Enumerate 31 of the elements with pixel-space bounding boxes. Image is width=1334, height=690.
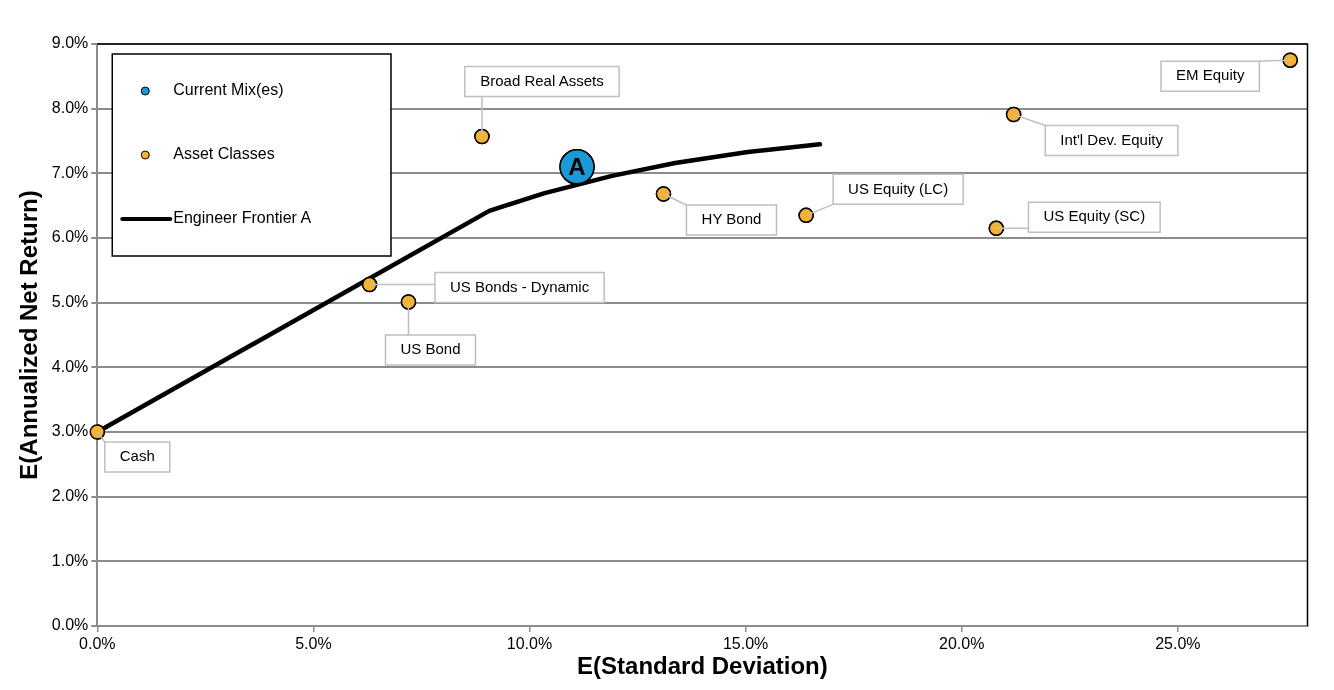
annotation: Cash [119,447,155,465]
x-tick-label: 20.0% [939,635,985,653]
y-tick-label: 2.0% [51,487,89,505]
annotation: US Equity (LC) [848,179,949,197]
y-tick-label: 8.0% [51,99,89,117]
annotation: US Bond [400,340,461,358]
y-axis-title: E(Annualized Net Return) [15,190,43,480]
y-tick-label: 6.0% [51,228,89,246]
x-tick-label: 10.0% [506,635,553,653]
y-tick-label: 5.0% [51,293,89,311]
legend-label: Current Mix(es) [173,81,284,99]
annotation: HY Bond [701,210,762,228]
annotation: US Bonds - Dynamic [449,277,590,295]
legend-label: Asset Classes [173,145,275,163]
legend-label: Engineer Frontier A [173,209,312,227]
y-tick-label: 7.0% [51,163,89,181]
annotation: US Equity (SC) [1043,207,1146,225]
x-tick-label: 0.0% [79,635,116,653]
annotation: Broad Real Assets [480,71,604,89]
annotation: EM Equity [1176,66,1245,84]
x-tick-label: 25.0% [1155,635,1201,653]
y-tick-label: 1.0% [51,551,89,569]
y-tick-label: 0.0% [51,616,89,634]
y-tick-label: 4.0% [51,357,89,375]
y-tick-label: 3.0% [51,422,89,440]
data-label: A [568,153,586,181]
x-tick-label: 15.0% [722,635,769,653]
annotation: Int'l Dev. Equity [1060,130,1164,148]
y-tick-label: 9.0% [51,34,89,52]
x-tick-label: 5.0% [295,635,332,653]
x-axis-title: E(Standard Deviation) [577,652,828,680]
